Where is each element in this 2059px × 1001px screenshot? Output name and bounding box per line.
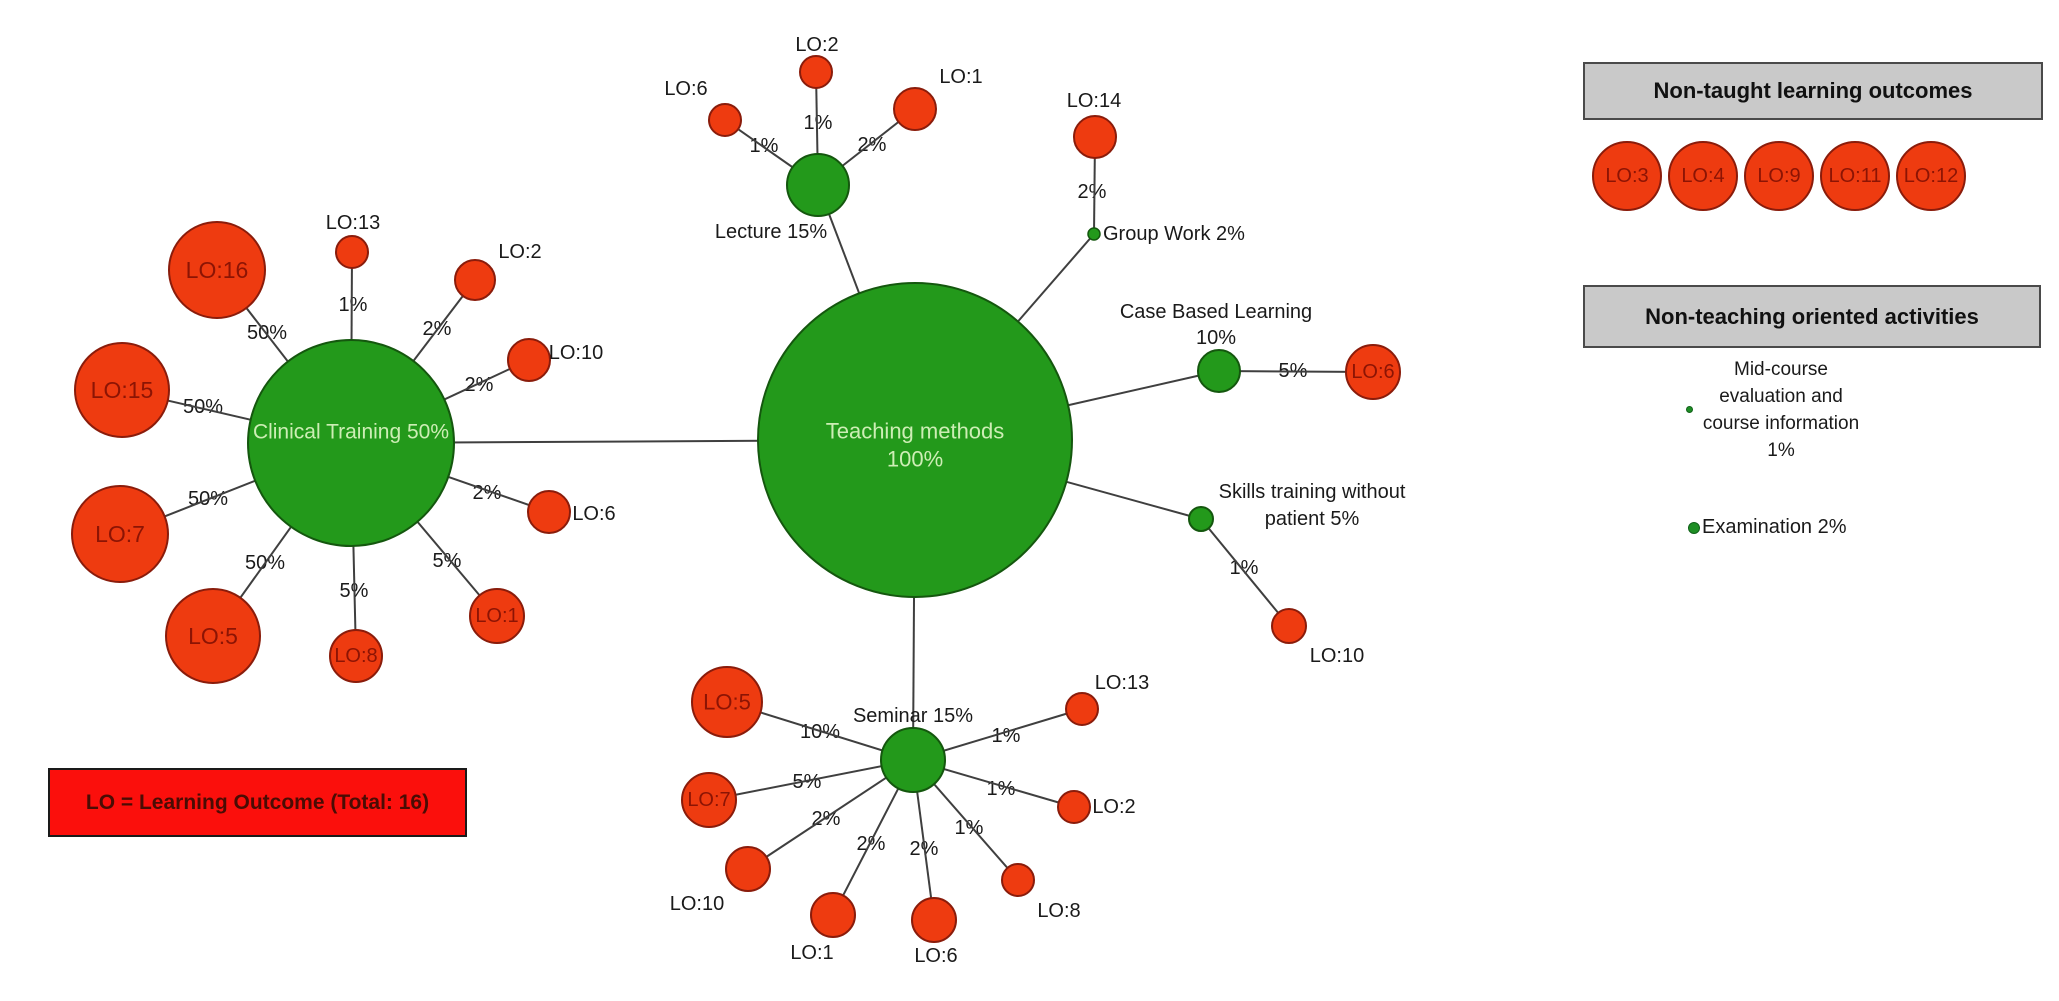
label-skills-training-0: Skills training without xyxy=(1219,481,1406,503)
node-clinical-lo13 xyxy=(335,235,369,269)
label-clinical-lo16: LO:16 xyxy=(186,257,249,283)
edge-label-clinical-training--clinical-lo16: 50% xyxy=(247,322,287,344)
label-clinical-lo7: LO:7 xyxy=(95,521,145,547)
label-skills-lo10: LO:10 xyxy=(1310,645,1364,667)
edge-skills-training--skills-lo10 xyxy=(1200,518,1290,627)
node-lecture xyxy=(786,153,850,217)
label-clinical-training: Clinical Training 50% xyxy=(253,421,449,444)
label-clinical-lo1: LO:1 xyxy=(475,605,518,627)
node-skills-training xyxy=(1188,506,1214,532)
label-case-based-learning-0: Case Based Learning xyxy=(1120,301,1312,323)
edge-label-group-work--lo14: 2% xyxy=(1078,181,1107,203)
node-teaching-methods xyxy=(757,282,1073,598)
node-lecture-lo2 xyxy=(799,55,833,89)
node-cbl-lo6 xyxy=(1345,344,1401,400)
non-taught-header: Non-taught learning outcomes xyxy=(1583,62,2043,120)
label-clinical-lo13: LO:13 xyxy=(326,212,380,234)
non-teaching-header: Non-teaching oriented activities xyxy=(1583,285,2041,348)
edge-label-seminar--seminar-lo7: 5% xyxy=(793,771,822,793)
label-clinical-lo10: LO:10 xyxy=(549,342,603,364)
label-lecture-lo6: LO:6 xyxy=(664,78,707,100)
label-lecture: Lecture 15% xyxy=(715,221,828,243)
mid-course-label: Mid-course evaluation and course informa… xyxy=(1702,359,1860,461)
examination-dot xyxy=(1688,522,1700,534)
non-taught-outcome-lo12: LO:12 xyxy=(1896,141,1966,211)
node-seminar-lo5 xyxy=(691,666,763,738)
label-clinical-lo6: LO:6 xyxy=(572,503,615,525)
label-seminar-lo2: LO:2 xyxy=(1092,796,1135,818)
node-lecture-lo1 xyxy=(893,87,937,131)
node-lo14 xyxy=(1073,115,1117,159)
node-clinical-training xyxy=(247,339,455,547)
non-teaching-title: Non-teaching oriented activities xyxy=(1645,303,1979,329)
label-case-based-learning-1: 10% xyxy=(1196,327,1236,349)
label-lecture-lo1: LO:1 xyxy=(939,66,982,88)
node-clinical-lo2 xyxy=(454,259,496,301)
label-lo14: LO:14 xyxy=(1067,90,1121,112)
edge-label-seminar--seminar-lo1: 2% xyxy=(857,833,886,855)
node-lecture-lo6 xyxy=(708,103,742,137)
label-seminar-lo5: LO:5 xyxy=(703,690,751,715)
node-seminar-lo6 xyxy=(911,897,957,943)
node-seminar-lo2 xyxy=(1057,790,1091,824)
label-teaching-methods-0: Teaching methods xyxy=(826,419,1005,444)
label-seminar-lo8: LO:8 xyxy=(1037,900,1080,922)
node-seminar-lo8 xyxy=(1001,863,1035,897)
label-seminar: Seminar 15% xyxy=(853,705,973,727)
edge-label-clinical-training--clinical-lo15: 50% xyxy=(183,396,223,418)
non-taught-outcome-lo9: LO:9 xyxy=(1744,141,1814,211)
label-skills-training-1: patient 5% xyxy=(1265,508,1360,530)
node-clinical-lo8 xyxy=(329,629,383,683)
label-seminar-lo7: LO:7 xyxy=(687,789,730,811)
label-clinical-lo8: LO:8 xyxy=(334,645,377,667)
label-seminar-lo6: LO:6 xyxy=(914,945,957,967)
node-clinical-lo5 xyxy=(165,588,261,684)
node-clinical-lo10 xyxy=(507,338,551,382)
node-clinical-lo16 xyxy=(168,221,266,319)
node-seminar-lo7 xyxy=(681,772,737,828)
legend-label: LO = Learning Outcome (Total: 16) xyxy=(85,790,430,814)
legend-box: LO = Learning Outcome (Total: 16) xyxy=(48,768,467,837)
edge-label-clinical-training--clinical-lo13: 1% xyxy=(339,294,368,316)
edge-label-lecture--lecture-lo1: 2% xyxy=(858,134,887,156)
mid-course-dot xyxy=(1686,406,1693,413)
node-case-based-learning xyxy=(1197,349,1241,393)
label-seminar-lo1: LO:1 xyxy=(790,942,833,964)
label-seminar-lo10: LO:10 xyxy=(670,893,724,915)
label-clinical-lo15: LO:15 xyxy=(91,377,154,403)
examination-label: Examination 2% xyxy=(1702,516,1847,538)
node-clinical-lo6 xyxy=(527,490,571,534)
non-taught-circles: LO:3 LO:4 LO:9 LO:11 LO:12 xyxy=(1592,141,1966,211)
node-group-work xyxy=(1087,227,1101,241)
edge-label-lecture--lecture-lo2: 1% xyxy=(804,112,833,134)
edge-seminar--seminar-lo7 xyxy=(708,759,914,801)
node-seminar-lo10 xyxy=(725,846,771,892)
non-taught-title: Non-taught learning outcomes xyxy=(1653,78,1973,103)
label-clinical-lo5: LO:5 xyxy=(188,623,238,649)
non-taught-outcome-lo4: LO:4 xyxy=(1668,141,1738,211)
node-seminar-lo1 xyxy=(810,892,856,938)
node-skills-lo10 xyxy=(1271,608,1307,644)
label-lecture-lo2: LO:2 xyxy=(795,34,838,56)
label-group-work: Group Work 2% xyxy=(1103,223,1245,245)
label-cbl-lo6: LO:6 xyxy=(1351,361,1394,383)
label-clinical-lo2: LO:2 xyxy=(498,241,541,263)
node-clinical-lo15 xyxy=(74,342,170,438)
node-clinical-lo1 xyxy=(469,588,525,644)
non-taught-outcome-lo11: LO:11 xyxy=(1820,141,1890,211)
edge-label-clinical-training--clinical-lo10: 2% xyxy=(465,374,494,396)
label-teaching-methods-1: 100% xyxy=(887,447,943,472)
non-taught-outcome-lo3: LO:3 xyxy=(1592,141,1662,211)
node-clinical-lo7 xyxy=(71,485,169,583)
label-seminar-lo13: LO:13 xyxy=(1095,672,1149,694)
node-seminar xyxy=(880,727,946,793)
node-seminar-lo13 xyxy=(1065,692,1099,726)
